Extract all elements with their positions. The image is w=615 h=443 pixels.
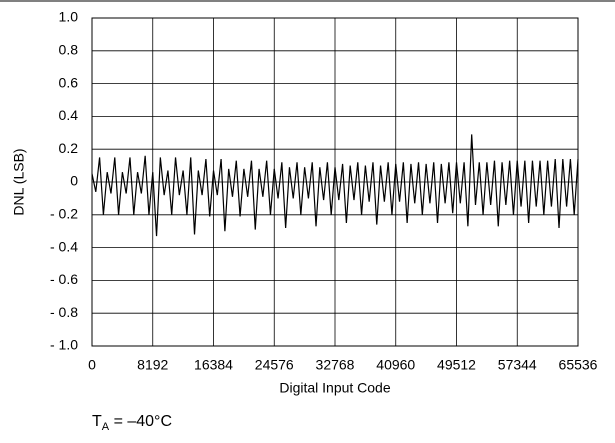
y-tick-label: 0.2	[59, 140, 79, 156]
x-tick-label: 8192	[137, 357, 168, 373]
annotation-text: T	[92, 413, 102, 430]
x-tick-label: 65536	[559, 357, 598, 373]
x-tick-label: 16384	[194, 357, 233, 373]
annotation: TA = –40°C	[92, 413, 172, 433]
y-tick-label: 0.8	[59, 42, 79, 58]
x-tick-label: 32768	[316, 357, 355, 373]
dnl-line	[91, 134, 579, 237]
y-tick-label: - 0.2	[50, 206, 78, 222]
x-axis-label: Digital Input Code	[279, 380, 391, 396]
y-tick-label: - 0.4	[50, 238, 78, 254]
x-tick-label: 57344	[498, 357, 537, 373]
y-tick-label: 0.6	[59, 74, 79, 90]
x-tick-label: 0	[88, 357, 96, 373]
annotation-subscript: A	[102, 421, 110, 433]
x-tick-label: 40960	[376, 357, 415, 373]
x-tick-label: 49512	[437, 357, 476, 373]
y-tick-label: 0	[70, 173, 78, 189]
y-axis-label: DNL (LSB)	[11, 148, 27, 215]
y-tick-label: - 0.8	[50, 304, 78, 320]
y-tick-label: 1.0	[59, 9, 79, 25]
x-tick-label: 24576	[255, 357, 294, 373]
y-tick-label: - 0.6	[50, 271, 78, 287]
annotation-suffix: = –40°C	[109, 413, 172, 430]
y-tick-label: 0.4	[59, 107, 79, 123]
y-tick-label: - 1.0	[50, 337, 78, 353]
